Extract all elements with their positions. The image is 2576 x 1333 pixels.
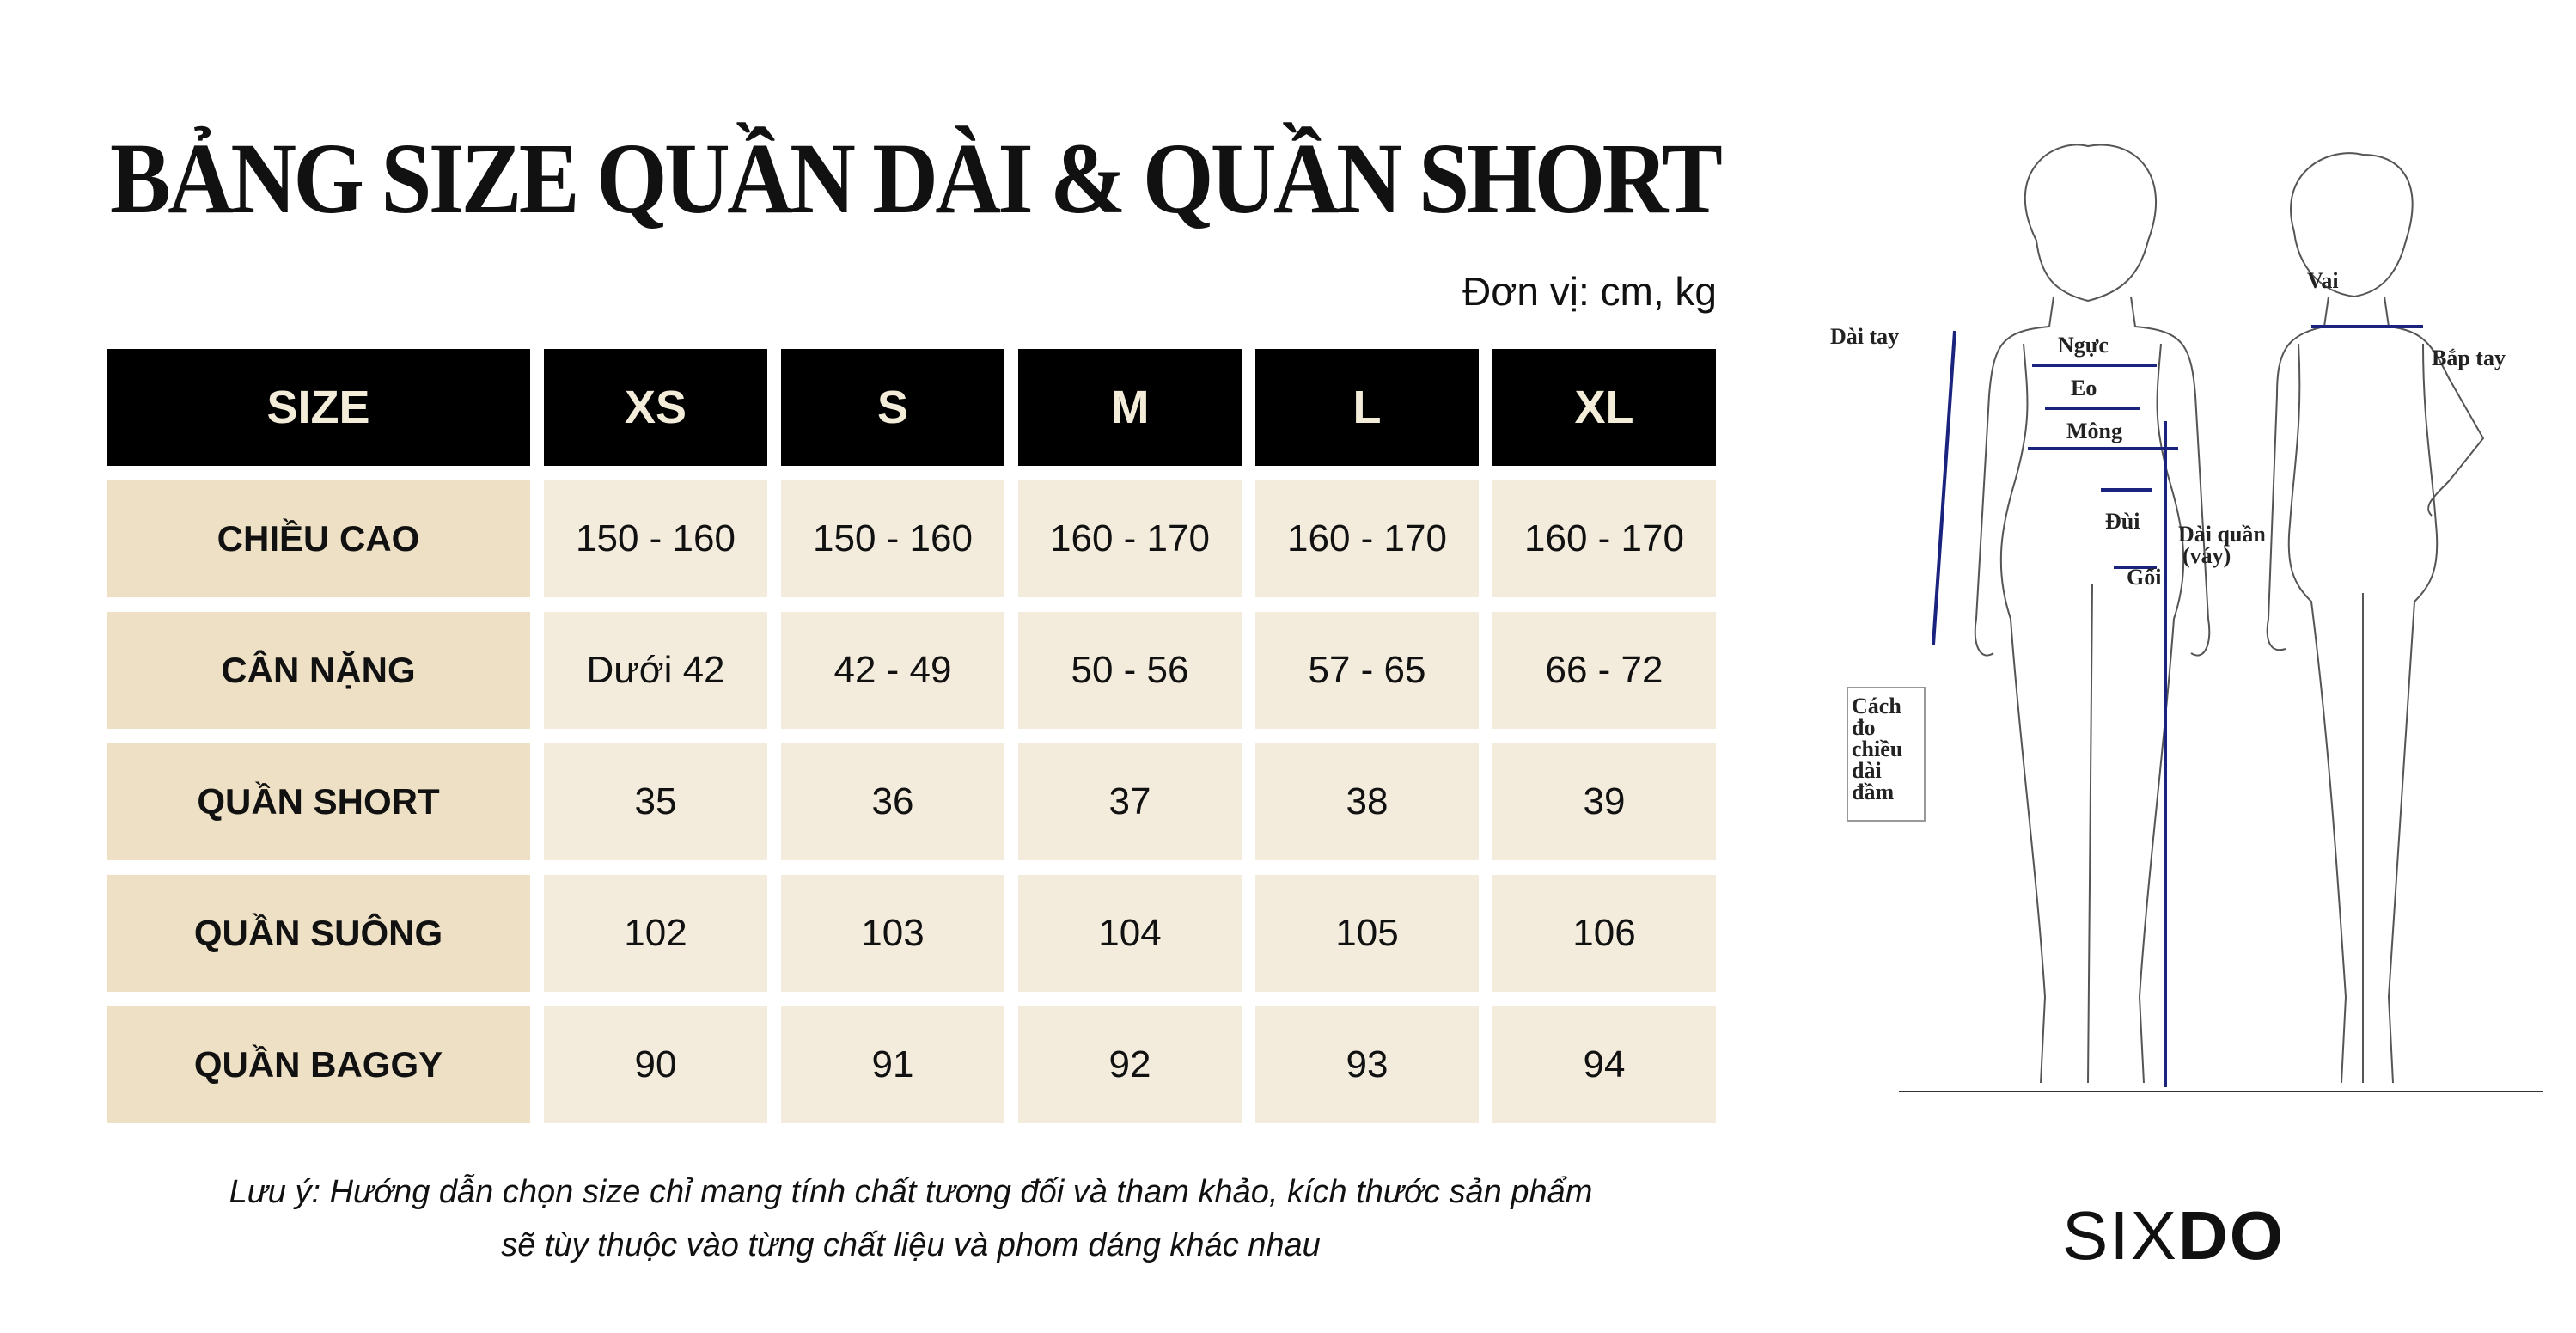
table-cell: 42 - 49 bbox=[781, 612, 1004, 729]
label-goi: Gối bbox=[2127, 565, 2161, 590]
table-cell: 91 bbox=[781, 1006, 1004, 1123]
row-label: QUẦN SUÔNG bbox=[107, 875, 530, 992]
label-eo: Eo bbox=[2071, 376, 2097, 401]
header-xl: XL bbox=[1492, 349, 1716, 466]
table-cell: 94 bbox=[1492, 1006, 1716, 1123]
table-cell: 50 - 56 bbox=[1018, 612, 1242, 729]
label-nguc: Ngực bbox=[2058, 333, 2109, 358]
page-title: BẢNG SIZE QUẦN DÀI & QUẦN SHORT bbox=[110, 122, 1723, 235]
label-vay: (váy) bbox=[2182, 543, 2231, 568]
inset-label-4: đầm bbox=[1852, 780, 1894, 804]
label-mong: Mông bbox=[2066, 419, 2122, 443]
table-cell: 160 - 170 bbox=[1492, 480, 1716, 597]
header-size: SIZE bbox=[107, 349, 530, 466]
inset-label-2: chiều bbox=[1852, 737, 1902, 761]
table-cell: Dưới 42 bbox=[544, 612, 767, 729]
table-cell: 66 - 72 bbox=[1492, 612, 1716, 729]
note: Lưu ý: Hướng dẫn chọn size chỉ mang tính… bbox=[103, 1165, 1718, 1272]
table-cell: 150 - 160 bbox=[781, 480, 1004, 597]
sixdo-logo: SIXDO bbox=[2062, 1196, 2285, 1275]
table-cell: 102 bbox=[544, 875, 767, 992]
table-cell: 39 bbox=[1492, 743, 1716, 860]
table-cell: 104 bbox=[1018, 875, 1242, 992]
logo-light: SIX bbox=[2062, 1197, 2178, 1274]
row-label: QUẦN SHORT bbox=[107, 743, 530, 860]
table-cell: 35 bbox=[544, 743, 767, 860]
logo-bold: DO bbox=[2177, 1197, 2285, 1274]
header-xs: XS bbox=[544, 349, 767, 466]
table-cell: 90 bbox=[544, 1006, 767, 1123]
table-cell: 36 bbox=[781, 743, 1004, 860]
row-label: QUẦN BAGGY bbox=[107, 1006, 530, 1123]
inset-label-0: Cách bbox=[1852, 694, 1901, 718]
note-line-2: sẽ tùy thuộc vào từng chất liệu và phom … bbox=[501, 1227, 1321, 1263]
row-label: CHIỀU CAO bbox=[107, 480, 530, 597]
table-cell: 160 - 170 bbox=[1018, 480, 1242, 597]
table-cell: 160 - 170 bbox=[1255, 480, 1479, 597]
table-cell: 38 bbox=[1255, 743, 1479, 860]
size-table: SIZE XS S M L XL CHIỀU CAO 150 - 160 150 -… bbox=[107, 349, 1716, 1123]
table-cell: 150 - 160 bbox=[544, 480, 767, 597]
table-cell: 92 bbox=[1018, 1006, 1242, 1123]
table-cell: 57 - 65 bbox=[1255, 612, 1479, 729]
table-cell: 105 bbox=[1255, 875, 1479, 992]
label-dai-tay: Dài tay bbox=[1830, 324, 1899, 349]
inset-label-3: dài bbox=[1852, 758, 1882, 783]
table-cell: 93 bbox=[1255, 1006, 1479, 1123]
header-s: S bbox=[781, 349, 1004, 466]
table-cell: 103 bbox=[781, 875, 1004, 992]
label-dui: Đùi bbox=[2105, 509, 2140, 534]
row-label: CÂN NẶNG bbox=[107, 612, 530, 729]
header-l: L bbox=[1255, 349, 1479, 466]
unit-label: Đơn vị: cm, kg bbox=[1462, 269, 1717, 314]
body-measurement-figure: Dài tay Ngực Eo Mông Đùi Gối Vai Bắp tay… bbox=[1830, 144, 2543, 1092]
table-cell: 106 bbox=[1492, 875, 1716, 992]
label-bap-tay: Bắp tay bbox=[2432, 345, 2506, 370]
label-dai-quan: Dài quần bbox=[2178, 522, 2266, 547]
inset-label-1: đo bbox=[1852, 715, 1875, 740]
label-vai: Vai bbox=[2307, 268, 2339, 293]
table-cell: 37 bbox=[1018, 743, 1242, 860]
note-line-1: Lưu ý: Hướng dẫn chọn size chỉ mang tính… bbox=[229, 1174, 1593, 1210]
header-m: M bbox=[1018, 349, 1242, 466]
